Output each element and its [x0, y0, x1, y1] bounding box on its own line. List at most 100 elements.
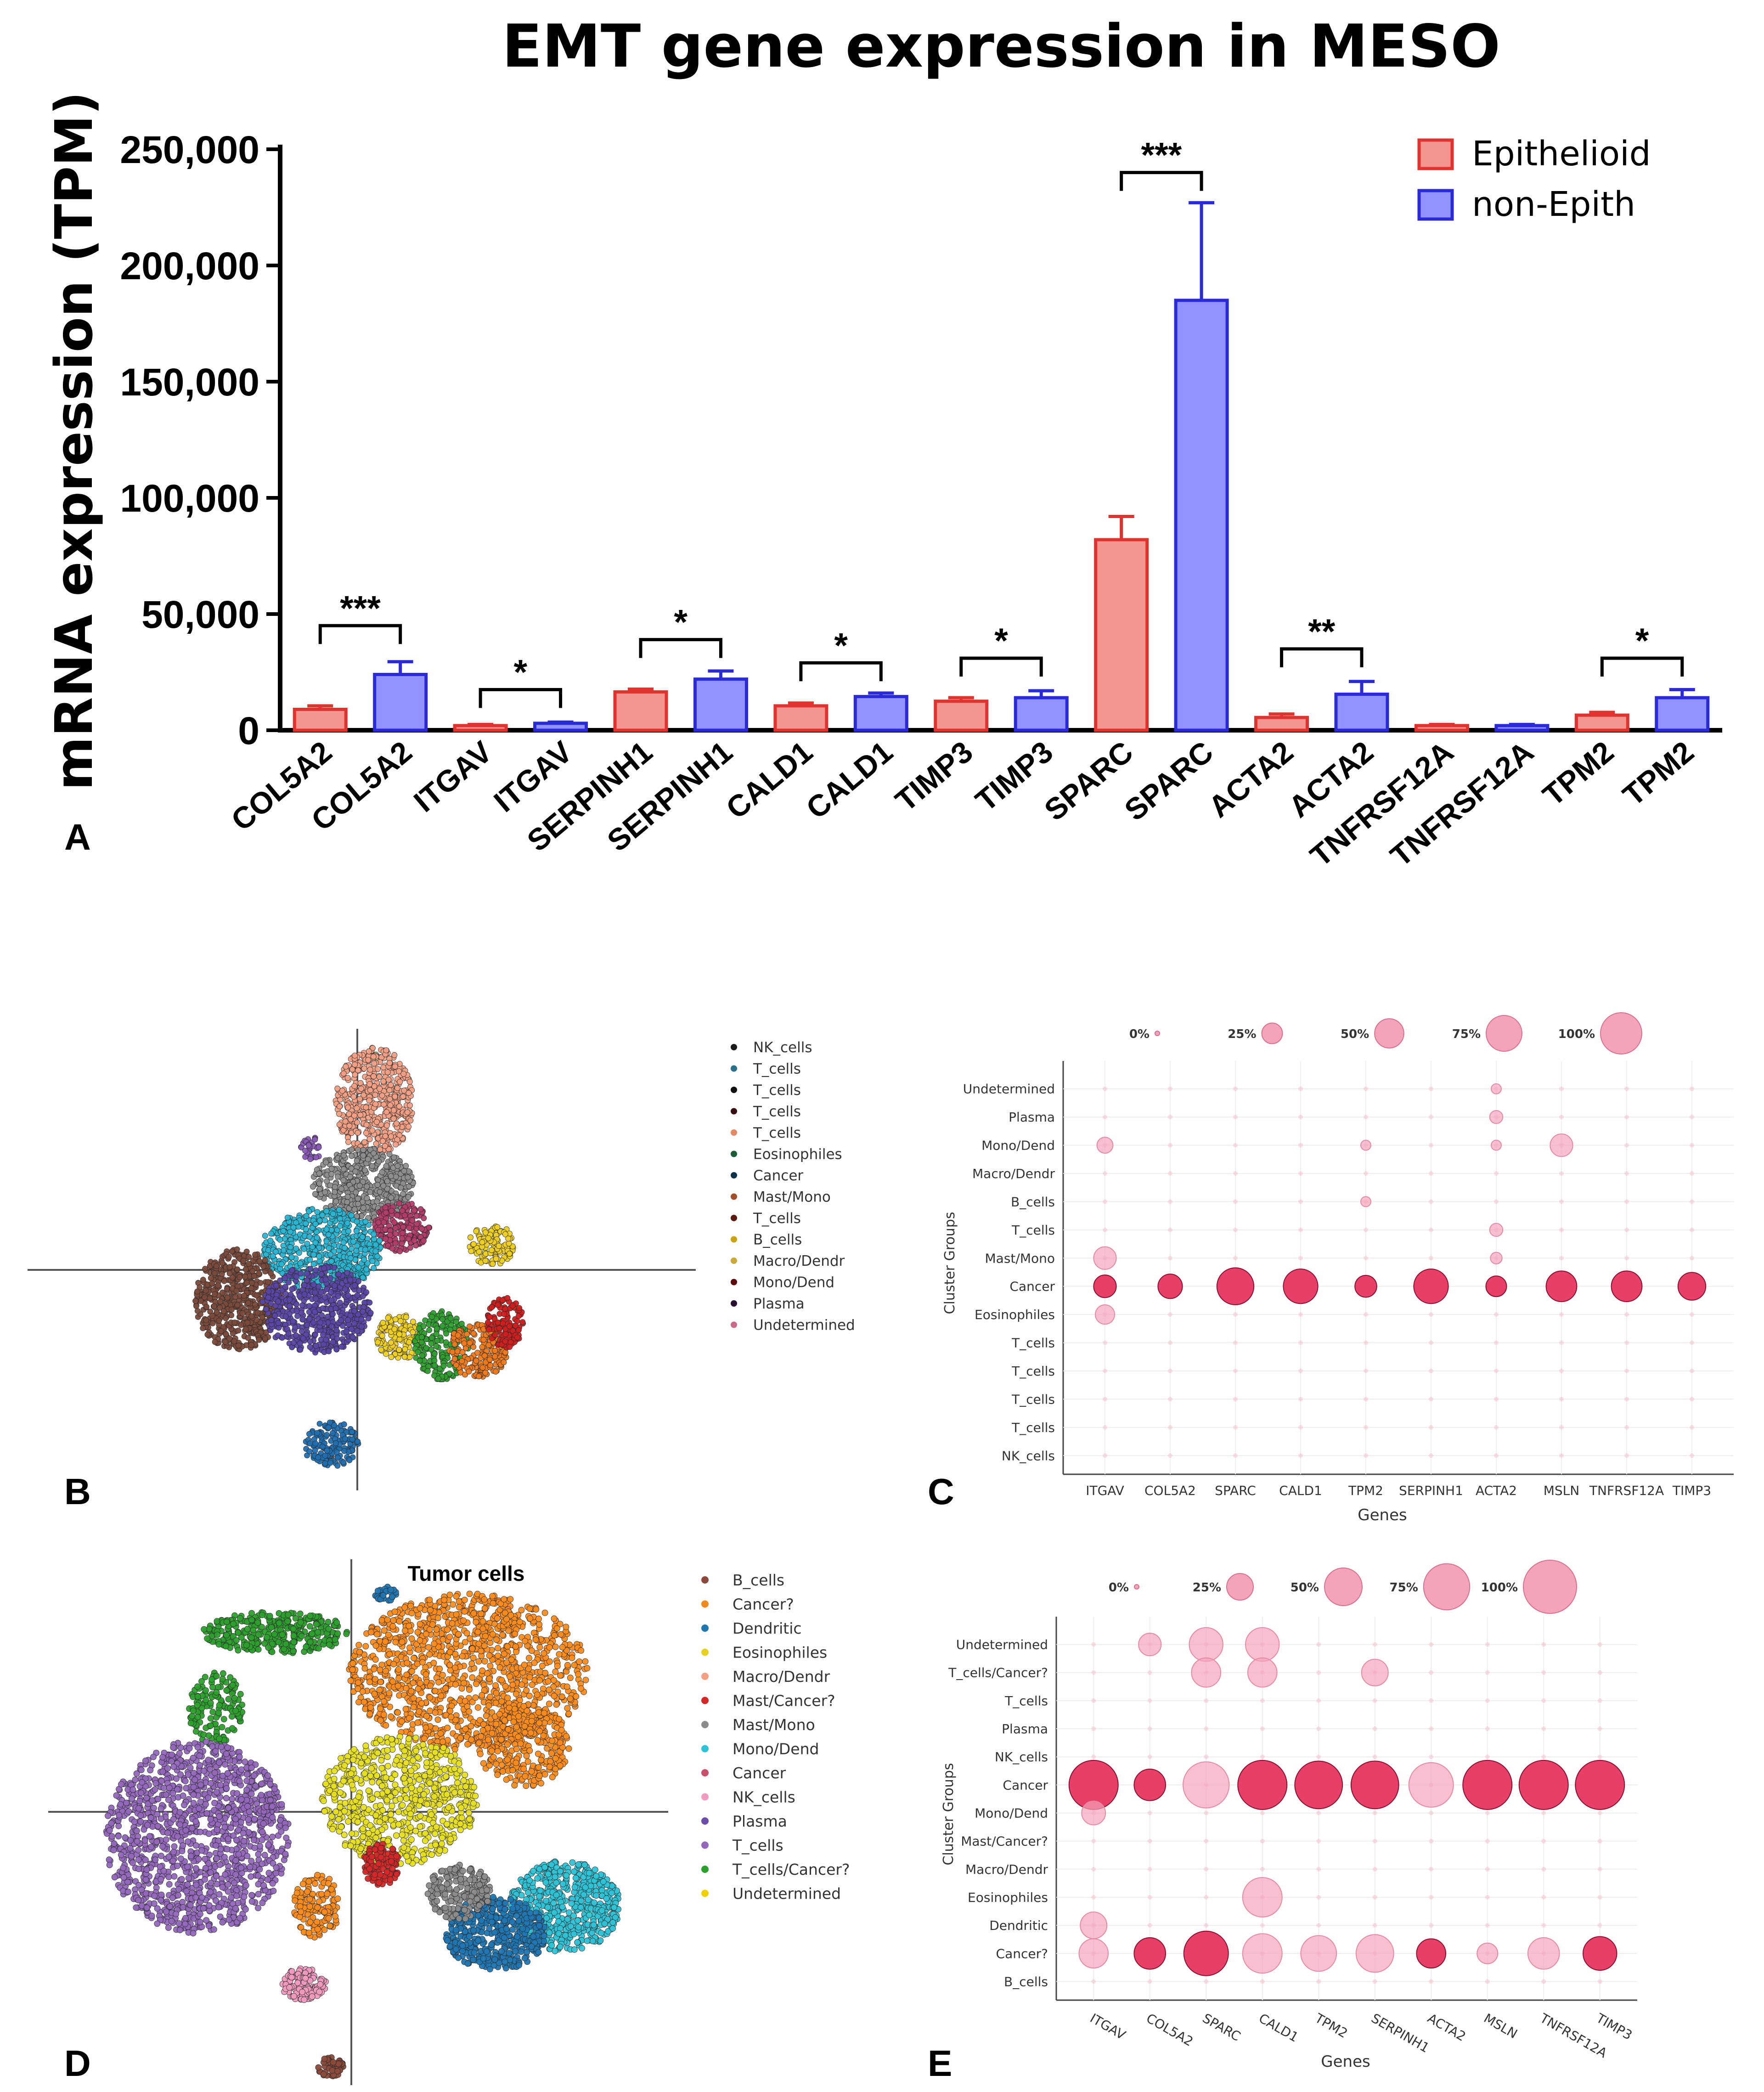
cell-point — [383, 1722, 389, 1729]
cell-point — [513, 1322, 518, 1329]
cell-point — [410, 1329, 416, 1336]
cell-point — [200, 1277, 206, 1283]
bg-dot — [1690, 1256, 1694, 1261]
group-label: T_cells — [1011, 1420, 1055, 1435]
bg-dot — [1429, 1115, 1433, 1120]
cell-point — [384, 1178, 390, 1184]
bg-dot — [1559, 1256, 1564, 1261]
gene-label: ITGAV — [1086, 1483, 1124, 1498]
cell-point — [305, 1142, 312, 1149]
bg-dot — [1103, 1115, 1107, 1120]
cell-point — [400, 1071, 407, 1077]
cell-point — [450, 1348, 456, 1355]
bg-dot — [1559, 1171, 1564, 1176]
cell-point — [360, 1308, 366, 1315]
cell-point — [307, 1257, 313, 1263]
cell-point — [390, 1116, 397, 1122]
bar — [773, 704, 828, 732]
cell-point — [443, 1331, 449, 1337]
bg-dot — [1690, 1171, 1694, 1176]
cell-point — [392, 1240, 399, 1246]
cell-point — [379, 1169, 385, 1175]
cell-point — [396, 1331, 402, 1337]
cell-point — [310, 1261, 317, 1267]
cell-point — [297, 1347, 304, 1353]
cell-point — [495, 1652, 502, 1659]
cell-point — [313, 1154, 319, 1161]
cell-point — [221, 1278, 227, 1284]
cell-point — [582, 1658, 589, 1665]
expression-dot — [1354, 1274, 1377, 1298]
cell-point — [367, 1189, 373, 1195]
size-legend-label: 75% — [1452, 1027, 1481, 1041]
cell-point — [388, 1082, 394, 1088]
b-legend-label: T_cells — [753, 1061, 801, 1077]
cell-point — [443, 1339, 449, 1346]
cell-point — [342, 1436, 348, 1442]
bg-dot — [1103, 1199, 1107, 1204]
cell-point — [388, 1339, 394, 1346]
cell-point — [211, 1270, 218, 1276]
cell-point — [466, 1368, 472, 1375]
bg-dot — [1624, 1312, 1629, 1317]
cell-point — [375, 1227, 381, 1233]
cell-point — [489, 1247, 495, 1253]
cell-point — [455, 1723, 461, 1730]
cell-point — [322, 1460, 328, 1466]
cell-point — [355, 1067, 361, 1073]
b-legend-label: Mono/Dend — [753, 1274, 834, 1291]
gene-label: TPM2 — [1348, 1483, 1383, 1498]
cell-point — [225, 1253, 232, 1260]
cell-point — [374, 1198, 380, 1205]
expression-dot — [1489, 1110, 1504, 1124]
bg-dot — [1690, 1199, 1694, 1204]
cell-point — [351, 1112, 357, 1119]
cell-point — [414, 1719, 421, 1726]
cell-point — [293, 1274, 299, 1280]
cell-point — [390, 1107, 397, 1114]
cell-point — [440, 1363, 447, 1369]
cell-point — [249, 1268, 256, 1274]
cell-point — [324, 1448, 330, 1454]
cell-point — [385, 1315, 391, 1321]
cell-point — [567, 1675, 574, 1681]
significance-label: * — [1635, 621, 1649, 660]
cell-point — [312, 1289, 318, 1296]
cell-point — [355, 1264, 362, 1271]
cell-point — [362, 1167, 368, 1173]
cell-point — [495, 1645, 501, 1652]
y-tick-label: 0 — [238, 709, 259, 752]
cell-point — [335, 1173, 341, 1180]
expression-dot — [1216, 1267, 1255, 1305]
cell-point — [388, 1173, 394, 1179]
group-label: NK_cells — [1002, 1448, 1055, 1463]
cell-point — [370, 1045, 376, 1051]
cell-point — [362, 1218, 369, 1225]
bg-dot — [1364, 1171, 1368, 1176]
cell-point — [383, 1209, 389, 1216]
cell-point — [273, 1283, 280, 1289]
cell-point — [486, 1356, 493, 1363]
expression-dot — [1360, 1139, 1371, 1151]
bg-dot — [1690, 1227, 1694, 1232]
cell-point — [268, 1317, 275, 1323]
group-label: Eosinophiles — [975, 1307, 1055, 1322]
expression-dot — [1550, 1133, 1573, 1157]
cell-point — [228, 1307, 235, 1313]
significance-bracket — [318, 624, 402, 644]
cell-point — [241, 1292, 247, 1299]
cell-point — [416, 1325, 422, 1331]
cell-point — [313, 1343, 319, 1349]
x-tick-label: CALD1 — [720, 734, 819, 825]
cell-point — [481, 1353, 488, 1359]
group-label: B_cells — [1011, 1194, 1055, 1209]
b-legend-dot — [731, 1108, 737, 1115]
cell-point — [290, 1318, 296, 1325]
bar — [453, 724, 508, 732]
cell-point — [367, 1066, 373, 1073]
cell-point — [431, 1351, 438, 1357]
group-label: T_cells — [1011, 1223, 1055, 1238]
bg-dot — [1494, 1340, 1499, 1345]
cell-point — [391, 1052, 398, 1058]
cell-point — [328, 1323, 335, 1330]
